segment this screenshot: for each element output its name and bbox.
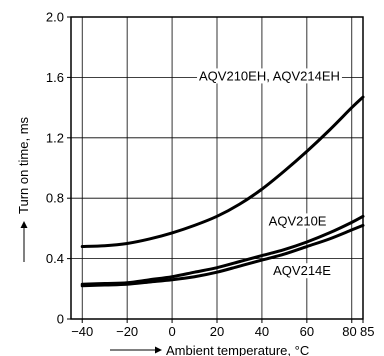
series-line-3	[80, 223, 365, 288]
y-axis-title: Turn on time, ms	[16, 116, 31, 214]
grid	[71, 17, 363, 319]
x-tick-label: −40	[71, 324, 93, 339]
x-tick-label: 40	[255, 324, 269, 339]
y-axis-arrow-head	[20, 221, 28, 228]
x-tick-label: 80	[342, 324, 356, 339]
series-lines	[80, 95, 365, 288]
series-label-2: AQV210E	[269, 213, 327, 228]
x-tick-label: 20	[210, 324, 224, 339]
series-line-1	[80, 95, 365, 249]
x-axis-title: Ambient temperature, °C	[166, 343, 309, 356]
tick-marks	[67, 16, 364, 323]
y-tick-label: 0.4	[46, 251, 64, 266]
series-label-1: AQV210EH, AQV214EH	[199, 68, 340, 83]
x-tick-label: 0	[168, 324, 175, 339]
x-tick-labels: −40 −20 0 20 40 60 80 85	[71, 324, 374, 339]
y-tick-label: 2.0	[46, 10, 64, 25]
series-label-bg	[271, 263, 334, 279]
x-axis-arrow-head	[155, 346, 162, 354]
y-tick-label: 1.6	[46, 70, 64, 85]
x-tick-label: −20	[116, 324, 138, 339]
y-tick-label: 0	[57, 312, 64, 327]
series-labels: AQV210EH, AQV214EH AQV210E AQV214E	[197, 68, 342, 279]
y-tick-labels: 0 0.4 0.8 1.2 1.6 2.0	[46, 10, 64, 327]
series-label-3: AQV214E	[273, 263, 331, 278]
series-label-bg	[266, 213, 329, 229]
y-tick-label: 1.2	[46, 130, 64, 145]
series-label-bg	[197, 68, 342, 84]
x-tick-label: 85	[360, 324, 374, 339]
series-line-2	[80, 214, 365, 286]
x-tick-label: 60	[300, 324, 314, 339]
y-tick-label: 0.8	[46, 191, 64, 206]
